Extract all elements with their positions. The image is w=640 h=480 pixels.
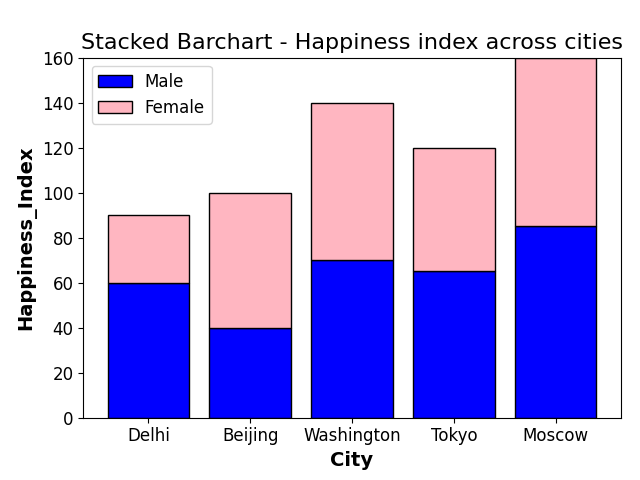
Bar — [515, 227, 596, 418]
Legend: Male, Female: Male, Female — [92, 66, 212, 124]
Bar — [108, 283, 189, 418]
X-axis label: City: City — [330, 451, 374, 470]
Bar — [209, 192, 291, 327]
Title: Stacked Barchart - Happiness index across cities: Stacked Barchart - Happiness index acros… — [81, 33, 623, 53]
Bar — [413, 148, 495, 271]
Y-axis label: Happiness_Index: Happiness_Index — [16, 145, 36, 330]
Bar — [209, 327, 291, 418]
Bar — [108, 215, 189, 283]
Bar — [311, 103, 393, 260]
Bar — [515, 58, 596, 227]
Bar — [413, 271, 495, 418]
Bar — [311, 260, 393, 418]
